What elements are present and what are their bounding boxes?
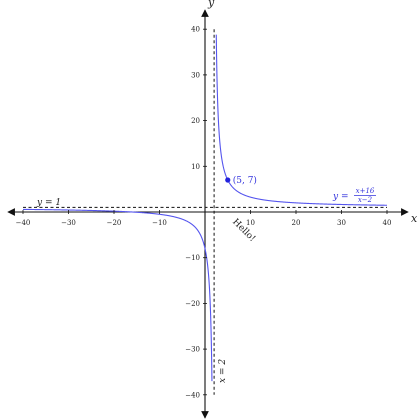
formula-numerator: x+16 xyxy=(356,187,375,195)
x-tick-label: −40 xyxy=(16,219,31,227)
x-tick-label: 40 xyxy=(383,219,392,227)
point-marker xyxy=(225,177,231,183)
y-tick-label: −30 xyxy=(185,346,200,354)
x-tick-label: −10 xyxy=(152,219,167,227)
ticks-layer: −40 −30 −20 −10 10 20 30 40 −40 −30 −20 −10 10 20 30 40 xyxy=(16,26,392,400)
curve-left-branch xyxy=(23,208,213,382)
y-tick-label: −20 xyxy=(185,300,200,308)
x-tick-label: 30 xyxy=(337,219,346,227)
axes-layer: xy xyxy=(7,0,418,419)
y-tick-label: −40 xyxy=(185,391,200,399)
horizontal-asymptote-label: y = 1 xyxy=(36,198,61,208)
formula-lhs: y = xyxy=(332,192,349,202)
y-axis-title: y xyxy=(207,0,215,9)
x-tick-label: −20 xyxy=(107,219,122,227)
y-tick-label: 40 xyxy=(191,26,200,34)
y-tick-label: 30 xyxy=(191,71,200,79)
x-tick-label: −30 xyxy=(61,219,76,227)
y-tick-label: −10 xyxy=(185,254,200,262)
y-tick-label: 10 xyxy=(191,163,200,171)
formula-denominator: x−2 xyxy=(358,196,373,204)
x-axis-title: x xyxy=(411,212,418,225)
curve-layer xyxy=(23,34,388,382)
point-label: (5, 7) xyxy=(233,175,257,186)
vertical-asymptote-label: x = 2 xyxy=(218,359,228,383)
x-tick-label: 20 xyxy=(292,219,301,227)
y-tick-label: 20 xyxy=(191,117,200,125)
curve-right-branch xyxy=(215,34,388,206)
x-tick-label: 10 xyxy=(246,219,255,227)
